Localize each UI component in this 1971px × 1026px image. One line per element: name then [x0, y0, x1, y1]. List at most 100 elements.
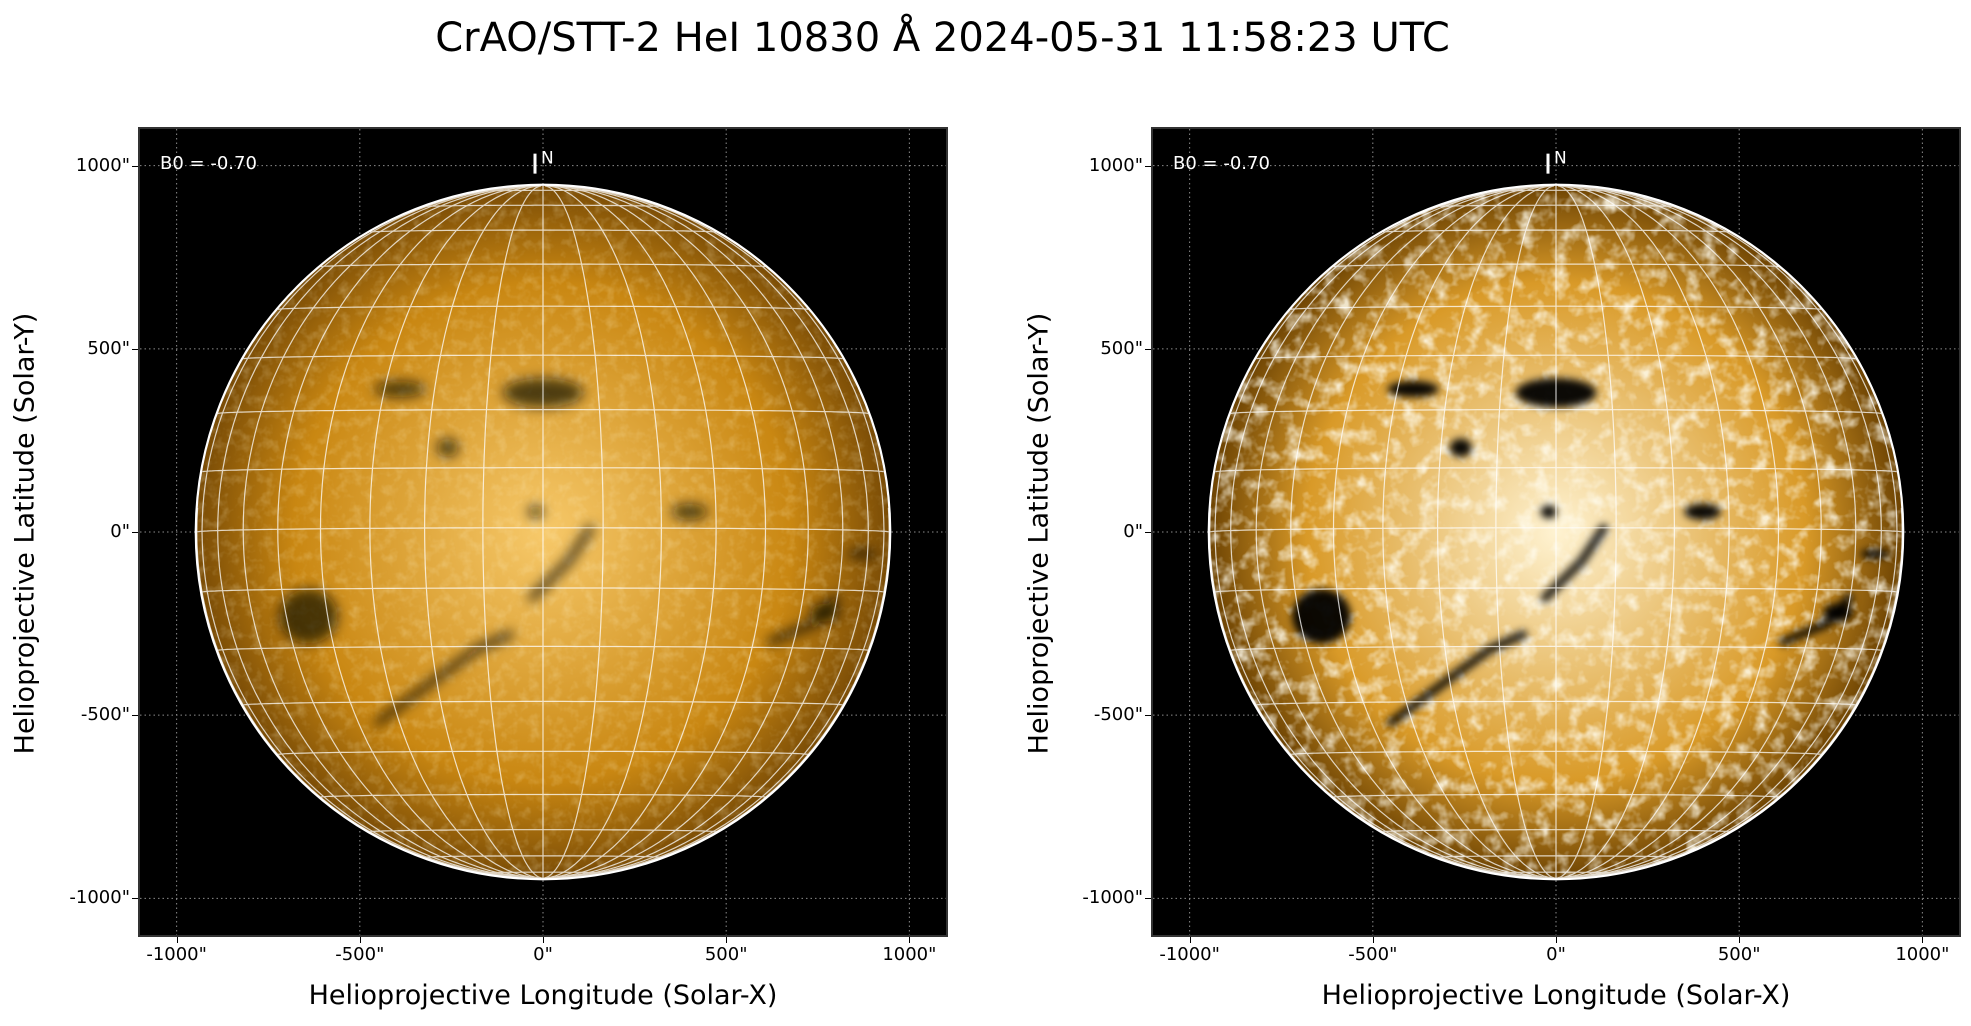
y-tick-label: 0" — [110, 521, 130, 542]
parallel-line — [482, 871, 604, 874]
parallel-line — [277, 305, 809, 310]
meridian-line — [1555, 185, 1780, 879]
meridian-line — [542, 186, 885, 879]
b0-label: B0 = -0.70 — [160, 153, 257, 174]
dark-region — [1684, 503, 1721, 520]
figure-title: CrAO/STT-2 HeI 10830 Å 2024-05-31 11:58:… — [435, 15, 1450, 61]
parallel-line — [369, 229, 717, 233]
y-tick-mark — [1145, 348, 1151, 350]
x-axis-label-right: Helioprojective Longitude (Solar-X) — [1321, 980, 1791, 1011]
x-tick-mark — [543, 937, 544, 943]
meridian-line — [242, 185, 544, 879]
meridian-line — [1555, 185, 1676, 879]
meridian-line — [482, 185, 544, 879]
parallel-line — [1256, 354, 1856, 360]
filament — [1778, 593, 1854, 647]
parallel-line — [483, 189, 603, 192]
x-tick-label: 500" — [704, 944, 748, 965]
x-tick-label: -1000" — [1159, 944, 1220, 965]
parallel-line — [1496, 189, 1616, 192]
dark-region — [1860, 549, 1890, 559]
dark-region — [279, 588, 338, 644]
y-tick-mark — [132, 715, 138, 717]
parallel-line — [196, 527, 890, 533]
meridian-line — [319, 185, 544, 879]
meridian-line — [1555, 185, 1617, 879]
north-label: N — [1554, 149, 1567, 169]
meridian-line — [1332, 185, 1557, 879]
parallel-line — [1333, 793, 1779, 798]
meridian-line — [1555, 185, 1857, 879]
y-tick-label: 500" — [1100, 337, 1143, 359]
sun-image-panel-raw: N B0 = -0.70 — [138, 127, 948, 937]
meridian-line — [542, 185, 663, 879]
dark-region — [1540, 505, 1557, 519]
parallel-line — [1214, 587, 1898, 593]
meridian-line — [542, 185, 869, 879]
y-tick-label: -1000" — [1082, 887, 1143, 909]
parallel-line — [1333, 263, 1779, 268]
solar-limb — [194, 183, 892, 881]
filament — [766, 594, 840, 646]
meridian-line — [369, 185, 544, 879]
parallel-line — [1495, 871, 1617, 874]
y-tick-mark — [132, 532, 138, 533]
parallel-line — [242, 700, 844, 706]
x-tick-mark — [1739, 937, 1741, 943]
parallel-line — [320, 793, 766, 798]
y-tick-mark — [132, 348, 138, 350]
meridian-line — [1555, 185, 1822, 879]
x-tick-label: 0" — [533, 944, 553, 965]
dark-region — [878, 323, 890, 353]
x-tick-label: -500" — [1348, 944, 1398, 965]
filament — [374, 631, 514, 726]
meridian-line — [1555, 185, 1882, 879]
meridian-line — [542, 185, 809, 879]
x-tick-mark — [726, 937, 728, 943]
meridian-line — [1555, 185, 1730, 879]
meridian-line — [542, 185, 717, 879]
dark-region — [374, 381, 426, 398]
x-tick-mark — [1922, 937, 1924, 943]
meridian-line — [201, 186, 544, 879]
x-tick-label: 500" — [1717, 944, 1761, 965]
parallel-line — [1255, 700, 1857, 706]
x-tick-label: -1000" — [146, 944, 207, 965]
parallel-line — [1230, 409, 1882, 415]
x-tick-label: 0" — [1546, 944, 1566, 965]
y-tick-label: -500" — [80, 704, 130, 726]
meridian-line — [542, 185, 844, 879]
sun-image-panel-enhanced: N B0 = -0.70 — [1151, 127, 1961, 937]
x-tick-mark — [1189, 937, 1191, 943]
x-tick-label: 1000" — [882, 944, 937, 965]
y-tick-label: 500" — [87, 337, 130, 359]
dark-region — [1891, 323, 1903, 353]
x-tick-mark — [1556, 937, 1557, 943]
solar-disk-image: N — [1153, 129, 1959, 935]
solar-limb — [1207, 183, 1905, 881]
heliographic-grid — [1209, 185, 1903, 879]
parallel-line — [202, 467, 884, 473]
meridian-line — [1230, 185, 1557, 879]
meridian-line — [1382, 185, 1557, 879]
x-tick-mark — [176, 937, 178, 943]
parallel-line — [217, 409, 869, 415]
parallel-line — [201, 587, 885, 593]
meridian-line — [1436, 185, 1557, 879]
dark-region — [671, 503, 708, 520]
dark-region — [1449, 438, 1472, 457]
y-tick-label: 0" — [1123, 521, 1143, 542]
y-tick-mark — [1145, 532, 1151, 533]
dark-region — [1387, 381, 1439, 398]
parallel-line — [1215, 467, 1897, 473]
meridian-line — [542, 185, 767, 879]
parallel-line — [424, 855, 662, 858]
solar-disk-image: N — [140, 129, 946, 935]
y-tick-mark — [1145, 165, 1151, 167]
y-tick-mark — [1145, 898, 1151, 900]
y-tick-label: 1000" — [75, 154, 130, 176]
parallel-line — [1382, 229, 1730, 233]
parallel-line — [217, 645, 869, 651]
x-tick-mark — [909, 937, 911, 943]
heliographic-grid — [196, 185, 890, 879]
